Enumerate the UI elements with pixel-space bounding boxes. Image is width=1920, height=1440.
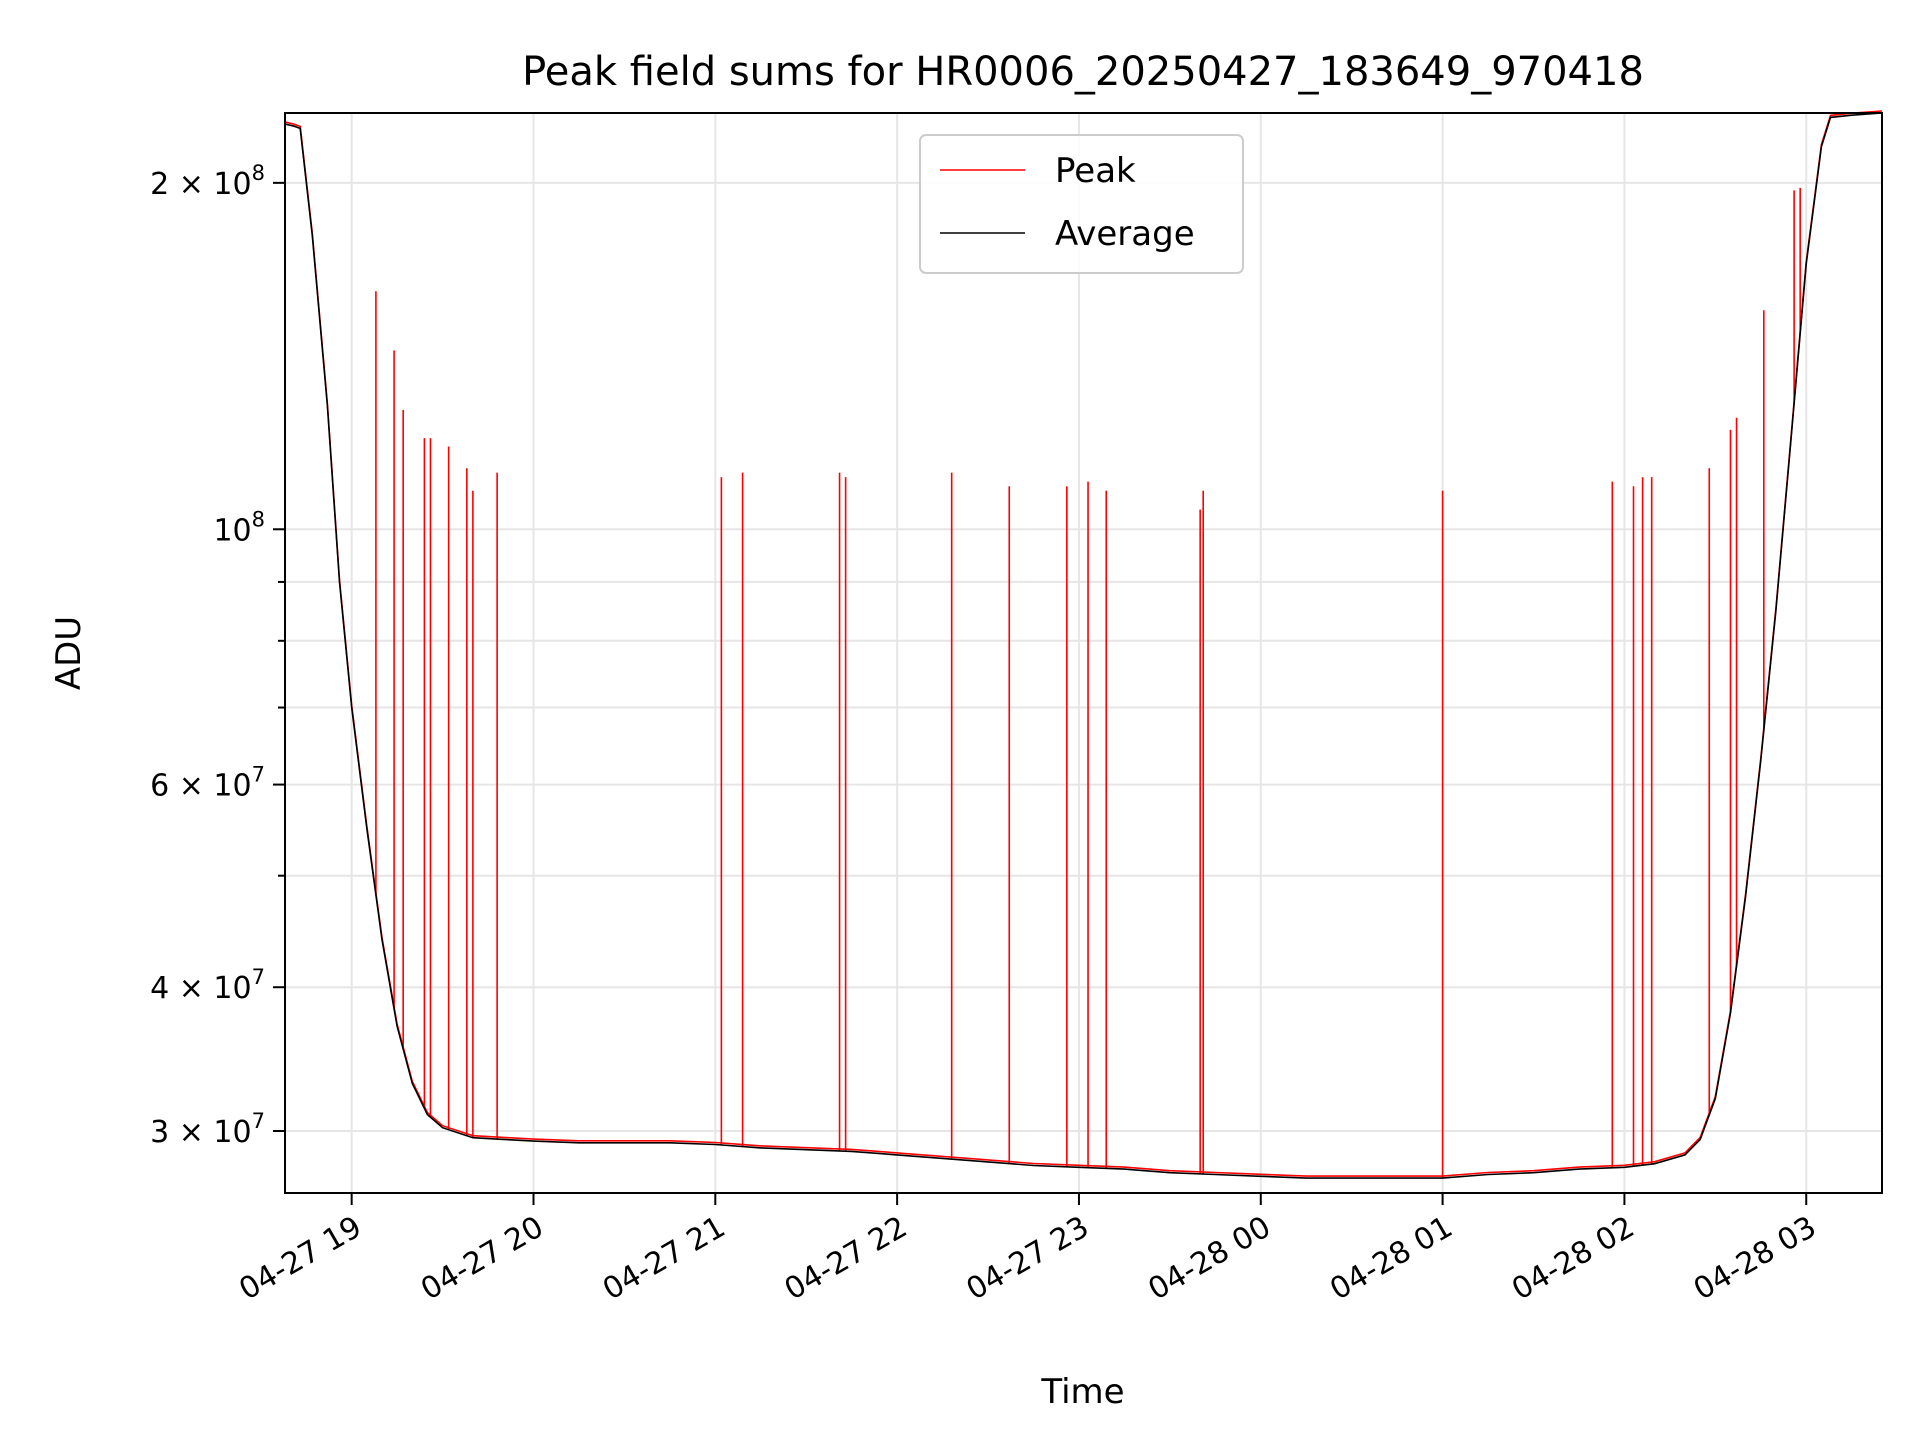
legend-label-average: Average xyxy=(1055,214,1195,254)
x-tick-label: 04-27 23 xyxy=(961,1210,1095,1308)
axes-frame xyxy=(284,112,1883,1194)
x-tick-label: 04-28 01 xyxy=(1324,1210,1458,1308)
y-tick-label: 6 × 107 xyxy=(150,763,265,804)
y-axis: 3 × 107 4 × 107 6 × 107 108 2 × 108 xyxy=(150,161,285,1150)
y-tick-label: 3 × 107 xyxy=(150,1109,265,1150)
legend: Peak Average xyxy=(919,134,1244,274)
x-tick-label: 04-27 21 xyxy=(597,1210,731,1308)
x-tick-label: 04-28 03 xyxy=(1688,1210,1822,1308)
average-series-line xyxy=(284,112,1883,1179)
x-tick-label: 04-27 22 xyxy=(779,1210,913,1308)
chart-title: Peak field sums for HR0006_20250427_1836… xyxy=(522,49,1644,95)
x-axis: 04-27 19 04-27 20 04-27 21 04-27 22 04-27 23… xyxy=(233,1193,1822,1307)
y-tick-label: 108 xyxy=(213,507,265,548)
plot-area xyxy=(284,110,1883,1179)
x-tick-label: 04-27 20 xyxy=(415,1210,549,1308)
x-axis-label: Time xyxy=(1040,1372,1124,1412)
x-tick-label: 04-28 02 xyxy=(1506,1210,1640,1308)
y-axis-label: ADU xyxy=(49,616,89,690)
x-tick-label: 04-28 00 xyxy=(1142,1210,1276,1308)
legend-label-peak: Peak xyxy=(1055,151,1136,191)
y-tick-label: 4 × 107 xyxy=(150,965,265,1006)
y-tick-label: 2 × 108 xyxy=(150,161,265,202)
x-tick-label: 04-27 19 xyxy=(233,1210,367,1308)
